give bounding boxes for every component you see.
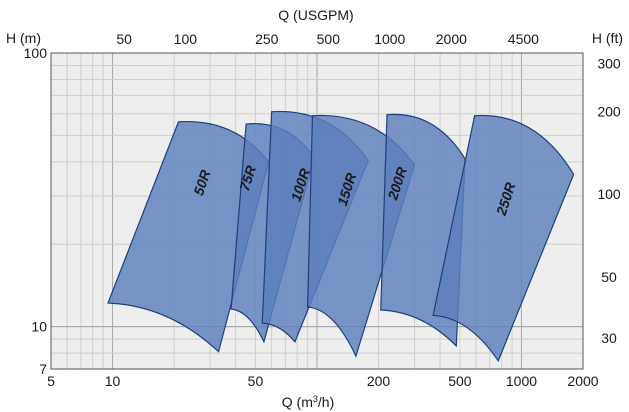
y2-tick-label: 300 xyxy=(597,56,621,72)
y-tick-label: 7 xyxy=(39,361,47,377)
x-tick-label: 10 xyxy=(105,373,121,389)
y2-tick-label: 100 xyxy=(597,186,621,202)
x-axis-title-sup: 3 xyxy=(313,394,318,404)
x-tick-label: 2000 xyxy=(567,373,598,389)
x-axis-title-main: Q (m xyxy=(282,394,313,410)
x2-tick-label: 100 xyxy=(174,31,198,47)
x2-tick-label: 2000 xyxy=(436,31,467,47)
x2-tick-label: 1000 xyxy=(374,31,405,47)
x-tick-label: 200 xyxy=(367,373,391,389)
x-axis-title-end: /h) xyxy=(318,394,334,410)
x2-tick-label: 500 xyxy=(317,31,341,47)
x-tick-label: 5 xyxy=(47,373,55,389)
x-tick-label: 500 xyxy=(448,373,472,389)
y-axis-title: H (m) xyxy=(6,30,41,46)
x2-tick-label: 250 xyxy=(255,31,279,47)
x2-axis-title: Q (USGPM) xyxy=(278,7,353,23)
x2-tick-label: 50 xyxy=(116,31,132,47)
label-75r: 75R xyxy=(236,163,259,193)
x-axis-title: Q (m3/h) xyxy=(282,394,334,410)
pump-region-250r xyxy=(432,114,575,363)
x2-tick-label: 4500 xyxy=(508,31,539,47)
label-50r: 50R xyxy=(190,167,213,197)
tick-labels: 5 10 50 200 500 1000 2000 50 100 250 500 1000 2000 45… xyxy=(24,31,621,389)
y-tick-label: 10 xyxy=(31,319,47,335)
y2-tick-label: 30 xyxy=(601,330,617,346)
y-tick-label: 100 xyxy=(24,45,48,61)
x-tick-label: 50 xyxy=(248,373,264,389)
y2-tick-label: 200 xyxy=(597,104,621,120)
y2-axis-title: H (ft) xyxy=(592,30,623,46)
y2-tick-label: 50 xyxy=(601,269,617,285)
plot-frame xyxy=(50,52,584,370)
pump-regions xyxy=(107,110,575,363)
x-tick-label: 1000 xyxy=(506,373,537,389)
